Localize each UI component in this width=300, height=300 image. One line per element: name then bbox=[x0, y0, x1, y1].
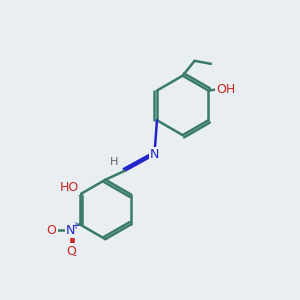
Text: O: O bbox=[66, 244, 76, 258]
Text: -: - bbox=[72, 250, 76, 260]
Text: N: N bbox=[150, 148, 159, 161]
Text: HO: HO bbox=[60, 181, 79, 194]
Text: +: + bbox=[71, 221, 79, 231]
Text: N: N bbox=[66, 224, 75, 237]
Text: OH: OH bbox=[217, 82, 236, 96]
Text: H: H bbox=[110, 157, 118, 167]
Text: O: O bbox=[46, 224, 56, 237]
